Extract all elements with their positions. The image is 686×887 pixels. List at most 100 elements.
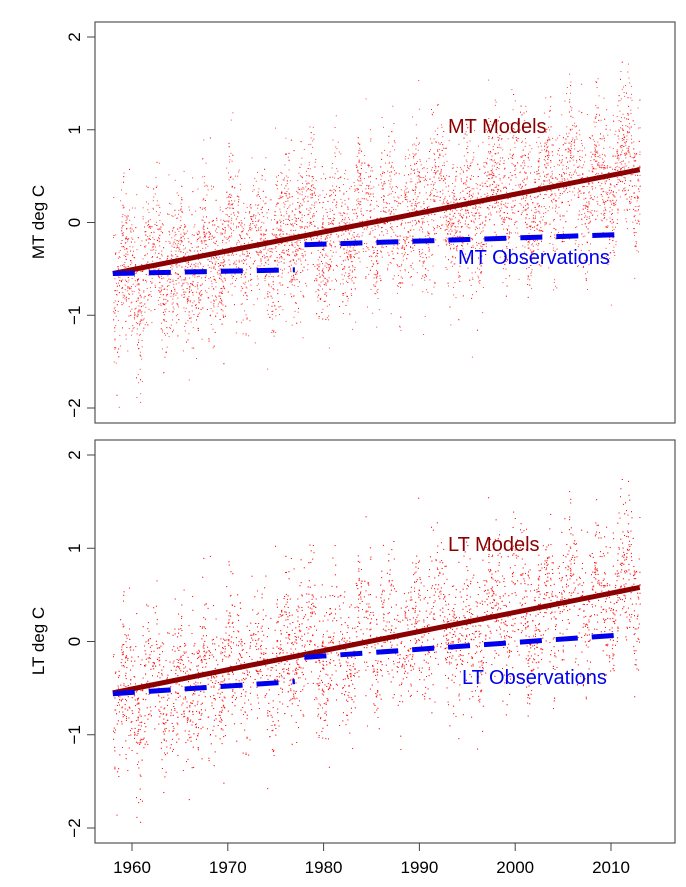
scatter-point (494, 153, 496, 155)
scatter-point (260, 227, 261, 229)
scatter-point (146, 281, 148, 283)
scatter-point (300, 263, 302, 265)
scatter-point (463, 155, 465, 157)
scatter-point (503, 187, 504, 189)
scatter-point (224, 254, 225, 256)
scatter-point (306, 175, 308, 176)
scatter-point (242, 282, 244, 284)
scatter-point (366, 219, 368, 221)
scatter-point (222, 241, 223, 243)
scatter-point (365, 188, 367, 190)
scatter-point (309, 211, 311, 213)
scatter-point (297, 286, 299, 287)
scatter-point (423, 221, 425, 223)
scatter-point (220, 219, 222, 221)
scatter-point (524, 165, 526, 167)
scatter-point (360, 208, 362, 210)
scatter-point (368, 273, 370, 275)
scatter-point (621, 175, 623, 177)
scatter-point (411, 220, 413, 222)
scatter-point (557, 164, 559, 166)
scatter-point (418, 175, 420, 177)
scatter-point (480, 242, 482, 244)
scatter-point (578, 151, 579, 153)
scatter-point (130, 302, 132, 304)
scatter-point (155, 246, 157, 248)
scatter-point (561, 175, 563, 177)
scatter-point (617, 150, 619, 152)
scatter-point (114, 348, 116, 350)
scatter-point (485, 171, 486, 173)
scatter-point (465, 182, 467, 184)
scatter-point (631, 157, 633, 159)
scatter-point (612, 250, 614, 251)
scatter-point (508, 238, 509, 240)
scatter-point (371, 256, 373, 258)
scatter-point (537, 210, 539, 212)
scatter-point (396, 292, 398, 294)
scatter-point (462, 245, 463, 247)
scatter-point (183, 279, 185, 281)
scatter-point (393, 220, 395, 222)
scatter-point (551, 177, 553, 179)
scatter-point (178, 240, 180, 242)
scatter-point (508, 242, 510, 244)
scatter-point (291, 210, 293, 212)
scatter-point (469, 205, 471, 207)
scatter-point (151, 322, 153, 324)
scatter-point (136, 194, 138, 196)
scatter-point (243, 254, 245, 256)
scatter-point (280, 305, 282, 307)
scatter-point (638, 251, 640, 253)
scatter-point (302, 199, 304, 201)
scatter-point (390, 313, 392, 315)
scatter-point (411, 225, 413, 227)
scatter-point (473, 176, 474, 177)
scatter-point (605, 208, 606, 210)
scatter-point (314, 161, 316, 163)
scatter-point (608, 196, 610, 198)
scatter-point (397, 286, 399, 287)
scatter-point (279, 195, 281, 197)
scatter-point (326, 263, 328, 265)
scatter-point (330, 250, 332, 251)
scatter-point (216, 228, 217, 230)
scatter-point (147, 236, 149, 238)
scatter-point (614, 162, 616, 164)
scatter-point (458, 271, 459, 273)
scatter-point (562, 164, 564, 166)
scatter-point (545, 212, 547, 214)
scatter-point (573, 125, 575, 127)
scatter-point (153, 243, 155, 245)
scatter-point (224, 229, 226, 231)
scatter-point (432, 265, 434, 267)
scatter-point (443, 162, 445, 164)
scatter-point (231, 200, 233, 202)
scatter-point (491, 158, 493, 160)
scatter-point (188, 379, 190, 381)
scatter-point (413, 229, 415, 231)
scatter-point (370, 255, 372, 257)
scatter-point (540, 185, 541, 187)
scatter-point (279, 208, 281, 210)
scatter-point (612, 147, 614, 149)
scatter-point (518, 118, 520, 120)
scatter-point (530, 275, 532, 277)
scatter-point (152, 243, 154, 245)
scatter-point (410, 165, 412, 166)
scatter-point (172, 302, 174, 304)
scatter-point (492, 125, 493, 127)
scatter-point (469, 227, 471, 229)
scatter-point (172, 280, 174, 282)
scatter-point (585, 204, 587, 206)
scatter-point (358, 161, 360, 163)
scatter-point (597, 78, 599, 80)
scatter-point (276, 223, 278, 224)
scatter-point (559, 219, 561, 221)
scatter-point (273, 276, 274, 278)
scatter-point (168, 240, 170, 242)
scatter-point (548, 180, 550, 182)
scatter-point (322, 190, 324, 192)
scatter-point (542, 219, 544, 221)
scatter-point (256, 284, 258, 286)
